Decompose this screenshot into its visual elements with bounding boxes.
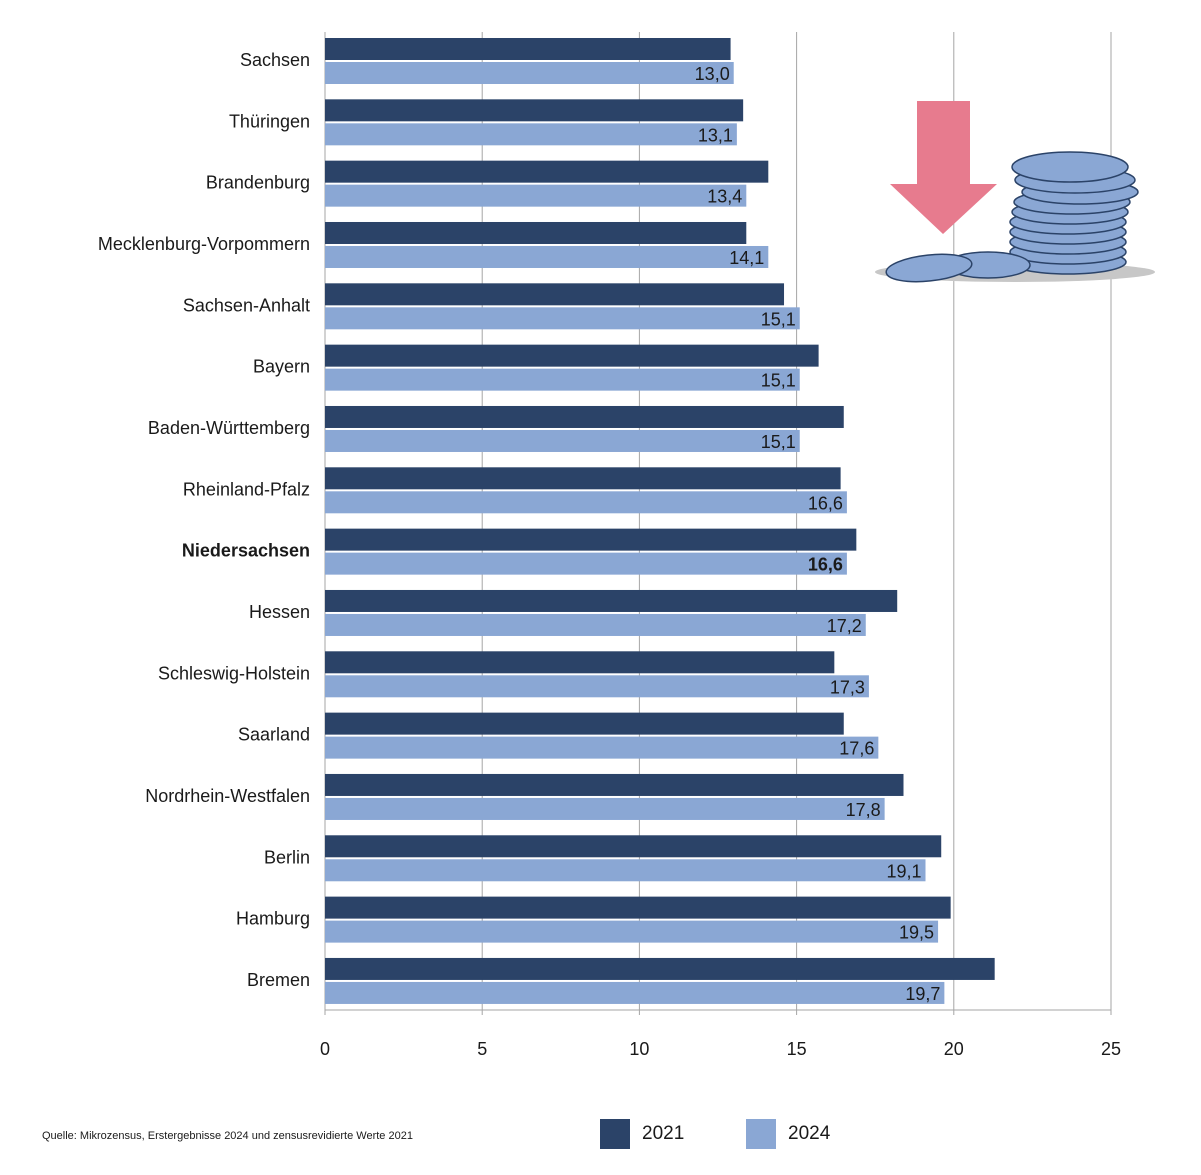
value-label-2024: 16,6 xyxy=(808,555,843,575)
value-label-2024: 19,5 xyxy=(899,923,934,943)
bar-2021 xyxy=(325,99,744,122)
category-label: Hessen xyxy=(249,602,310,622)
coins-stack-with-down-arrow-icon xyxy=(875,101,1155,283)
x-tick-label: 0 xyxy=(320,1039,330,1059)
legend-swatch-2024 xyxy=(746,1119,776,1149)
category-label: Baden-Württemberg xyxy=(148,418,310,438)
bar-2021 xyxy=(325,651,835,674)
category-label: Sachsen xyxy=(240,50,310,70)
x-axis-ticks: 0 5 10 15 20 25 xyxy=(320,1010,1121,1059)
bar-2024 xyxy=(325,552,847,575)
bar-2021 xyxy=(325,467,841,490)
value-label-2024: 15,1 xyxy=(761,371,796,391)
value-label-2024: 19,7 xyxy=(905,984,940,1004)
category-label: Hamburg xyxy=(236,909,310,929)
category-label: Nordrhein-Westfalen xyxy=(145,786,310,806)
category-label: Bayern xyxy=(253,357,310,377)
category-label: Bremen xyxy=(247,970,310,990)
x-tick-label: 15 xyxy=(787,1039,807,1059)
value-label-2024: 15,1 xyxy=(761,432,796,452)
category-label: Sachsen-Anhalt xyxy=(183,295,310,315)
bar-2021 xyxy=(325,405,844,428)
bar-2021 xyxy=(325,773,904,796)
bar-2024 xyxy=(325,62,734,84)
bars xyxy=(325,38,995,1004)
value-label-2024: 17,3 xyxy=(830,677,865,697)
category-label: Berlin xyxy=(264,847,310,867)
value-label-2024: 16,6 xyxy=(808,493,843,513)
legend-swatch-2021 xyxy=(600,1119,630,1149)
category-label: Schleswig-Holstein xyxy=(158,663,310,683)
value-label-2024: 13,4 xyxy=(707,187,742,207)
value-label-2024: 17,8 xyxy=(846,800,881,820)
value-label-2024: 14,1 xyxy=(729,248,764,268)
bar-2024 xyxy=(325,981,945,1004)
bar-2024 xyxy=(325,675,869,698)
source-note: Quelle: Mikrozensus, Erstergebnisse 2024… xyxy=(42,1130,413,1142)
x-tick-label: 5 xyxy=(477,1039,487,1059)
bar-2024 xyxy=(325,797,885,820)
bar-2021 xyxy=(325,896,951,919)
category-label: Mecklenburg-Vorpommern xyxy=(98,234,310,254)
legend-label-2021: 2021 xyxy=(642,1123,685,1144)
legend-item-2024: 2024 xyxy=(746,1118,830,1150)
legend-label-2024: 2024 xyxy=(788,1123,831,1144)
bar-chart: Sachsen Thüringen Brandenburg Mecklenburg-V… xyxy=(98,32,1155,1059)
bar-2024 xyxy=(325,736,879,759)
category-label: Thüringen xyxy=(229,111,310,131)
value-label-2024: 17,2 xyxy=(827,616,862,636)
bar-2021 xyxy=(325,835,942,858)
x-tick-label: 25 xyxy=(1101,1039,1121,1059)
category-label: Saarland xyxy=(238,725,310,745)
value-label-2024: 13,1 xyxy=(698,125,733,145)
bar-2024 xyxy=(325,613,866,636)
value-label-2024: 15,1 xyxy=(761,309,796,329)
bar-2024 xyxy=(325,184,747,207)
bar-2024 xyxy=(325,859,926,882)
bar-2021 xyxy=(325,712,844,735)
bar-2024 xyxy=(325,920,939,943)
bar-2024 xyxy=(325,368,800,391)
x-tick-label: 10 xyxy=(629,1039,649,1059)
bar-2021 xyxy=(325,221,747,244)
category-label: Brandenburg xyxy=(206,173,310,193)
legend-item-2021: 2021 xyxy=(600,1118,684,1150)
bar-2024 xyxy=(325,429,800,452)
bar-2021 xyxy=(325,344,819,367)
bar-2024 xyxy=(325,123,737,146)
category-labels: Sachsen Thüringen Brandenburg Mecklenburg-V… xyxy=(98,50,310,990)
category-label: Rheinland-Pfalz xyxy=(183,479,310,499)
bar-2024 xyxy=(325,245,769,268)
bar-2021 xyxy=(325,589,898,612)
bar-2024 xyxy=(325,491,847,514)
bar-2021 xyxy=(325,160,769,183)
value-label-2024: 13,0 xyxy=(695,64,730,84)
value-label-2024: 17,6 xyxy=(839,739,874,759)
value-labels: 13,0 13,1 13,4 14,1 15,1 15,1 15,1 16,6 16,6 17,2… xyxy=(695,64,941,1004)
category-label: Niedersachsen xyxy=(182,541,310,561)
value-label-2024: 19,1 xyxy=(886,861,921,881)
x-tick-label: 20 xyxy=(944,1039,964,1059)
bar-2021 xyxy=(325,957,995,980)
bar-2021 xyxy=(325,528,857,551)
bar-2021 xyxy=(325,38,731,60)
bar-2021 xyxy=(325,283,785,306)
bar-2024 xyxy=(325,307,800,330)
